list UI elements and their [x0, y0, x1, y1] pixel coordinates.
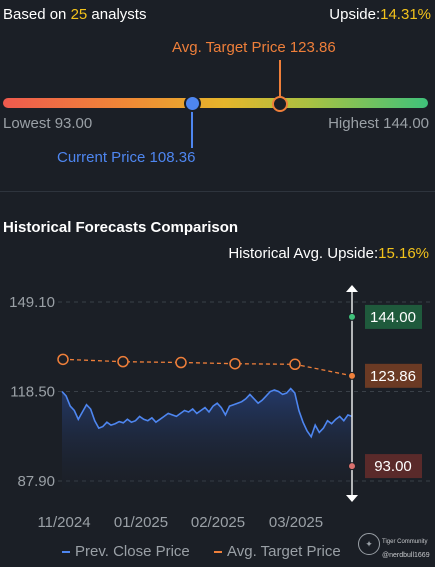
x-axis-ticks: 11/2024 01/2025 02/2025 03/2025	[37, 514, 323, 531]
forecast-low-badge-label: 93.00	[374, 458, 412, 475]
analyst-count-text: Based on 25 analysts	[3, 6, 146, 23]
y-tick-label: 149.10	[9, 294, 55, 311]
historical-upside-text: Historical Avg. Upside:15.16%	[228, 245, 429, 262]
x-tick-label: 11/2024	[37, 514, 90, 531]
historical-upside-value: 15.16%	[378, 245, 429, 262]
historical-upside-label: Historical Avg. Upside:	[228, 245, 379, 262]
highest-price-label: Highest 144.00	[328, 115, 429, 132]
target-price-point	[229, 357, 241, 370]
forecast-target-badge	[365, 363, 422, 388]
close-price-area-fill	[62, 388, 352, 495]
based-on-prefix: Based on	[3, 6, 71, 23]
target-price-point	[117, 355, 129, 368]
forecast-cursor[interactable]	[346, 285, 358, 502]
forecast-target-badge-label: 123.86	[370, 368, 416, 385]
legend-item-target-price[interactable]: Avg. Target Price	[214, 543, 341, 561]
forecast-low-dot	[348, 462, 356, 471]
upside-label: Upside:	[329, 6, 381, 23]
x-tick-label: 02/2025	[191, 514, 245, 531]
close-price-area	[62, 388, 352, 495]
close-price-series	[61, 387, 353, 439]
legend-close-swatch	[62, 551, 70, 554]
x-tick-label: 01/2025	[114, 514, 168, 531]
target-price-point	[289, 358, 301, 371]
x-tick-label: 03/2025	[269, 514, 323, 531]
forecast-low-badge	[365, 454, 422, 479]
y-tick-label: 87.90	[17, 473, 55, 490]
tiger-logo-icon: ✦	[358, 533, 380, 555]
cursor-bottom-arrow-icon	[346, 495, 358, 502]
legend-close-label: Prev. Close Price	[75, 543, 190, 560]
close-price-line	[61, 387, 353, 439]
historical-forecast-chart[interactable]: 149.10 118.50 87.90 11/2024 01/2025 02/2025 0…	[0, 270, 435, 535]
forecast-high-dot	[348, 312, 356, 321]
legend-target-swatch	[214, 551, 222, 554]
lowest-price-label: Lowest 93.00	[3, 115, 93, 132]
target-price-marker-line	[278, 60, 281, 97]
watermark-community: Tiger Community	[382, 539, 428, 545]
target-price-point	[57, 353, 69, 366]
based-on-suffix: analysts	[87, 6, 147, 23]
target-price-point	[175, 356, 187, 369]
upside-text: Upside:14.31%	[329, 6, 431, 23]
forecast-target-dot	[348, 371, 356, 380]
price-range-bar	[3, 98, 428, 108]
upside-value: 14.31%	[380, 6, 431, 23]
y-axis-ticks: 149.10 118.50 87.90	[9, 294, 55, 490]
current-price-label: Current Price 108.36	[57, 149, 196, 166]
section-divider	[0, 191, 435, 192]
target-price-series	[57, 353, 353, 377]
avg-target-price-label: Avg. Target Price 123.86	[172, 39, 336, 56]
legend-target-label: Avg. Target Price	[227, 543, 341, 560]
analyst-count: 25	[70, 6, 88, 23]
watermark-user: @nerdbull1669	[382, 552, 430, 559]
forecast-badges: 144.00 123.86 93.00	[365, 304, 422, 479]
cursor-top-arrow-icon	[346, 285, 358, 292]
target-price-dot	[271, 96, 288, 112]
current-price-dot	[184, 95, 202, 112]
y-tick-label: 118.50	[10, 384, 55, 401]
current-price-marker-line	[191, 110, 194, 148]
forecast-high-badge-label: 144.00	[370, 309, 416, 326]
section-title: Historical Forecasts Comparison	[3, 219, 239, 236]
forecast-high-badge	[365, 304, 422, 329]
legend-item-close-price[interactable]: Prev. Close Price	[62, 543, 190, 561]
target-price-line	[62, 358, 353, 377]
